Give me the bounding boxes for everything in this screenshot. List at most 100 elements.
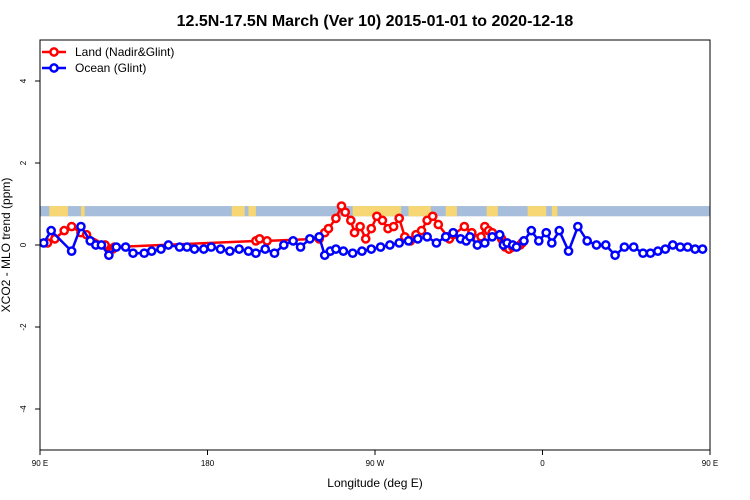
land-patch [527, 206, 547, 217]
data-point [472, 240, 483, 250]
data-point [433, 219, 444, 230]
data-point [416, 225, 427, 236]
data-point [494, 229, 505, 240]
data-point [269, 248, 280, 259]
land-patch [445, 206, 457, 217]
data-point [554, 225, 565, 236]
data-point [278, 240, 289, 250]
data-point [563, 246, 574, 256]
data-point [591, 240, 602, 250]
land-patch [49, 206, 68, 217]
x-tick-label: 0 [540, 459, 545, 468]
data-point [394, 213, 405, 224]
data-point [120, 242, 131, 252]
data-point [104, 250, 114, 261]
data-point [388, 221, 399, 232]
data-point [251, 248, 261, 259]
land-patch [486, 206, 498, 217]
data-point [305, 234, 315, 244]
data-point [675, 242, 686, 252]
data-point [600, 240, 611, 250]
data-point [610, 250, 620, 261]
data-point [366, 244, 377, 254]
data-point [156, 244, 166, 254]
data-point [76, 221, 86, 232]
data-point [66, 221, 77, 232]
land-patch [248, 206, 256, 217]
data-point [139, 248, 150, 259]
data-point [541, 227, 552, 238]
data-point [511, 242, 522, 252]
series-ocean [40, 221, 708, 261]
data-point [331, 244, 341, 254]
land-patch [231, 206, 245, 217]
data-point [59, 225, 70, 236]
data-point [422, 231, 432, 242]
land-patch [80, 206, 85, 217]
data-point [345, 215, 356, 226]
data-point [533, 236, 544, 246]
legend-item: Ocean (Glint) [42, 61, 146, 75]
data-point [459, 221, 470, 232]
data-point [448, 227, 459, 238]
data-point [412, 234, 423, 244]
legend-marker [49, 63, 59, 73]
data-point [349, 227, 360, 238]
data-point [189, 244, 200, 254]
data-point [667, 240, 678, 250]
data-point [46, 225, 57, 236]
data-point [431, 238, 442, 248]
data-point [697, 244, 708, 254]
data-point [619, 242, 630, 252]
data-point [295, 242, 306, 252]
legend-label: Land (Nadir&Glint) [75, 45, 174, 59]
y-tick-label: 4 [19, 78, 28, 83]
data-point [377, 215, 388, 226]
data-point [262, 236, 272, 246]
data-point [224, 246, 235, 256]
data-point [260, 244, 271, 254]
data-point [519, 236, 529, 246]
chart-title: 12.5N-17.5N March (Ver 10) 2015-01-01 to… [177, 13, 574, 30]
data-point [66, 246, 77, 256]
x-tick-label: 90 E [702, 459, 718, 468]
data-point [385, 240, 395, 250]
data-point [234, 244, 244, 254]
data-point [163, 240, 174, 250]
data-point [403, 236, 414, 246]
data-point [338, 246, 349, 256]
x-tick-label: 180 [201, 459, 215, 468]
data-point [254, 234, 265, 244]
y-tick-label: 0 [19, 242, 28, 247]
x-tick-label: 90 E [32, 459, 48, 468]
data-point [546, 238, 557, 248]
x-axis-label: Longitude (deg E) [327, 476, 422, 490]
land-patch [551, 206, 558, 217]
data-point [288, 236, 298, 246]
data-point [243, 246, 254, 256]
data-point [628, 242, 639, 252]
data-point [206, 242, 217, 252]
data-point [682, 242, 693, 252]
data-point [479, 238, 490, 248]
data-point [331, 213, 341, 224]
data-point [487, 231, 498, 242]
data-point [215, 244, 226, 254]
data-point [40, 238, 49, 248]
data-point [526, 225, 537, 236]
data-point [465, 231, 475, 242]
legend-label: Ocean (Glint) [75, 61, 146, 75]
data-point [638, 248, 648, 259]
data-point [96, 240, 107, 250]
land-patch [408, 206, 431, 217]
data-point [427, 211, 438, 222]
legend-marker [49, 47, 59, 57]
legend: Land (Nadir&Glint) Ocean (Glint) [42, 45, 174, 75]
data-point [347, 248, 358, 259]
data-point [314, 231, 325, 242]
y-axis-label: XCO2 - MLO trend (ppm) [0, 178, 13, 313]
data-point [355, 221, 365, 232]
y-tick-label: -2 [19, 323, 28, 331]
y-tick-label: -4 [19, 405, 28, 413]
